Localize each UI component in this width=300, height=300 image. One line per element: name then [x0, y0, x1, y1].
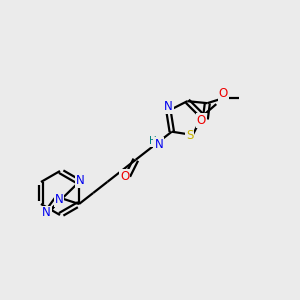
Text: N: N: [154, 138, 163, 151]
Text: S: S: [186, 130, 194, 142]
Text: H: H: [149, 136, 157, 146]
Text: O: O: [120, 170, 129, 183]
Text: N: N: [164, 100, 173, 113]
Text: N: N: [76, 175, 84, 188]
Text: O: O: [219, 87, 228, 100]
Text: N: N: [42, 206, 51, 220]
Text: O: O: [197, 114, 206, 127]
Text: N: N: [55, 193, 64, 206]
